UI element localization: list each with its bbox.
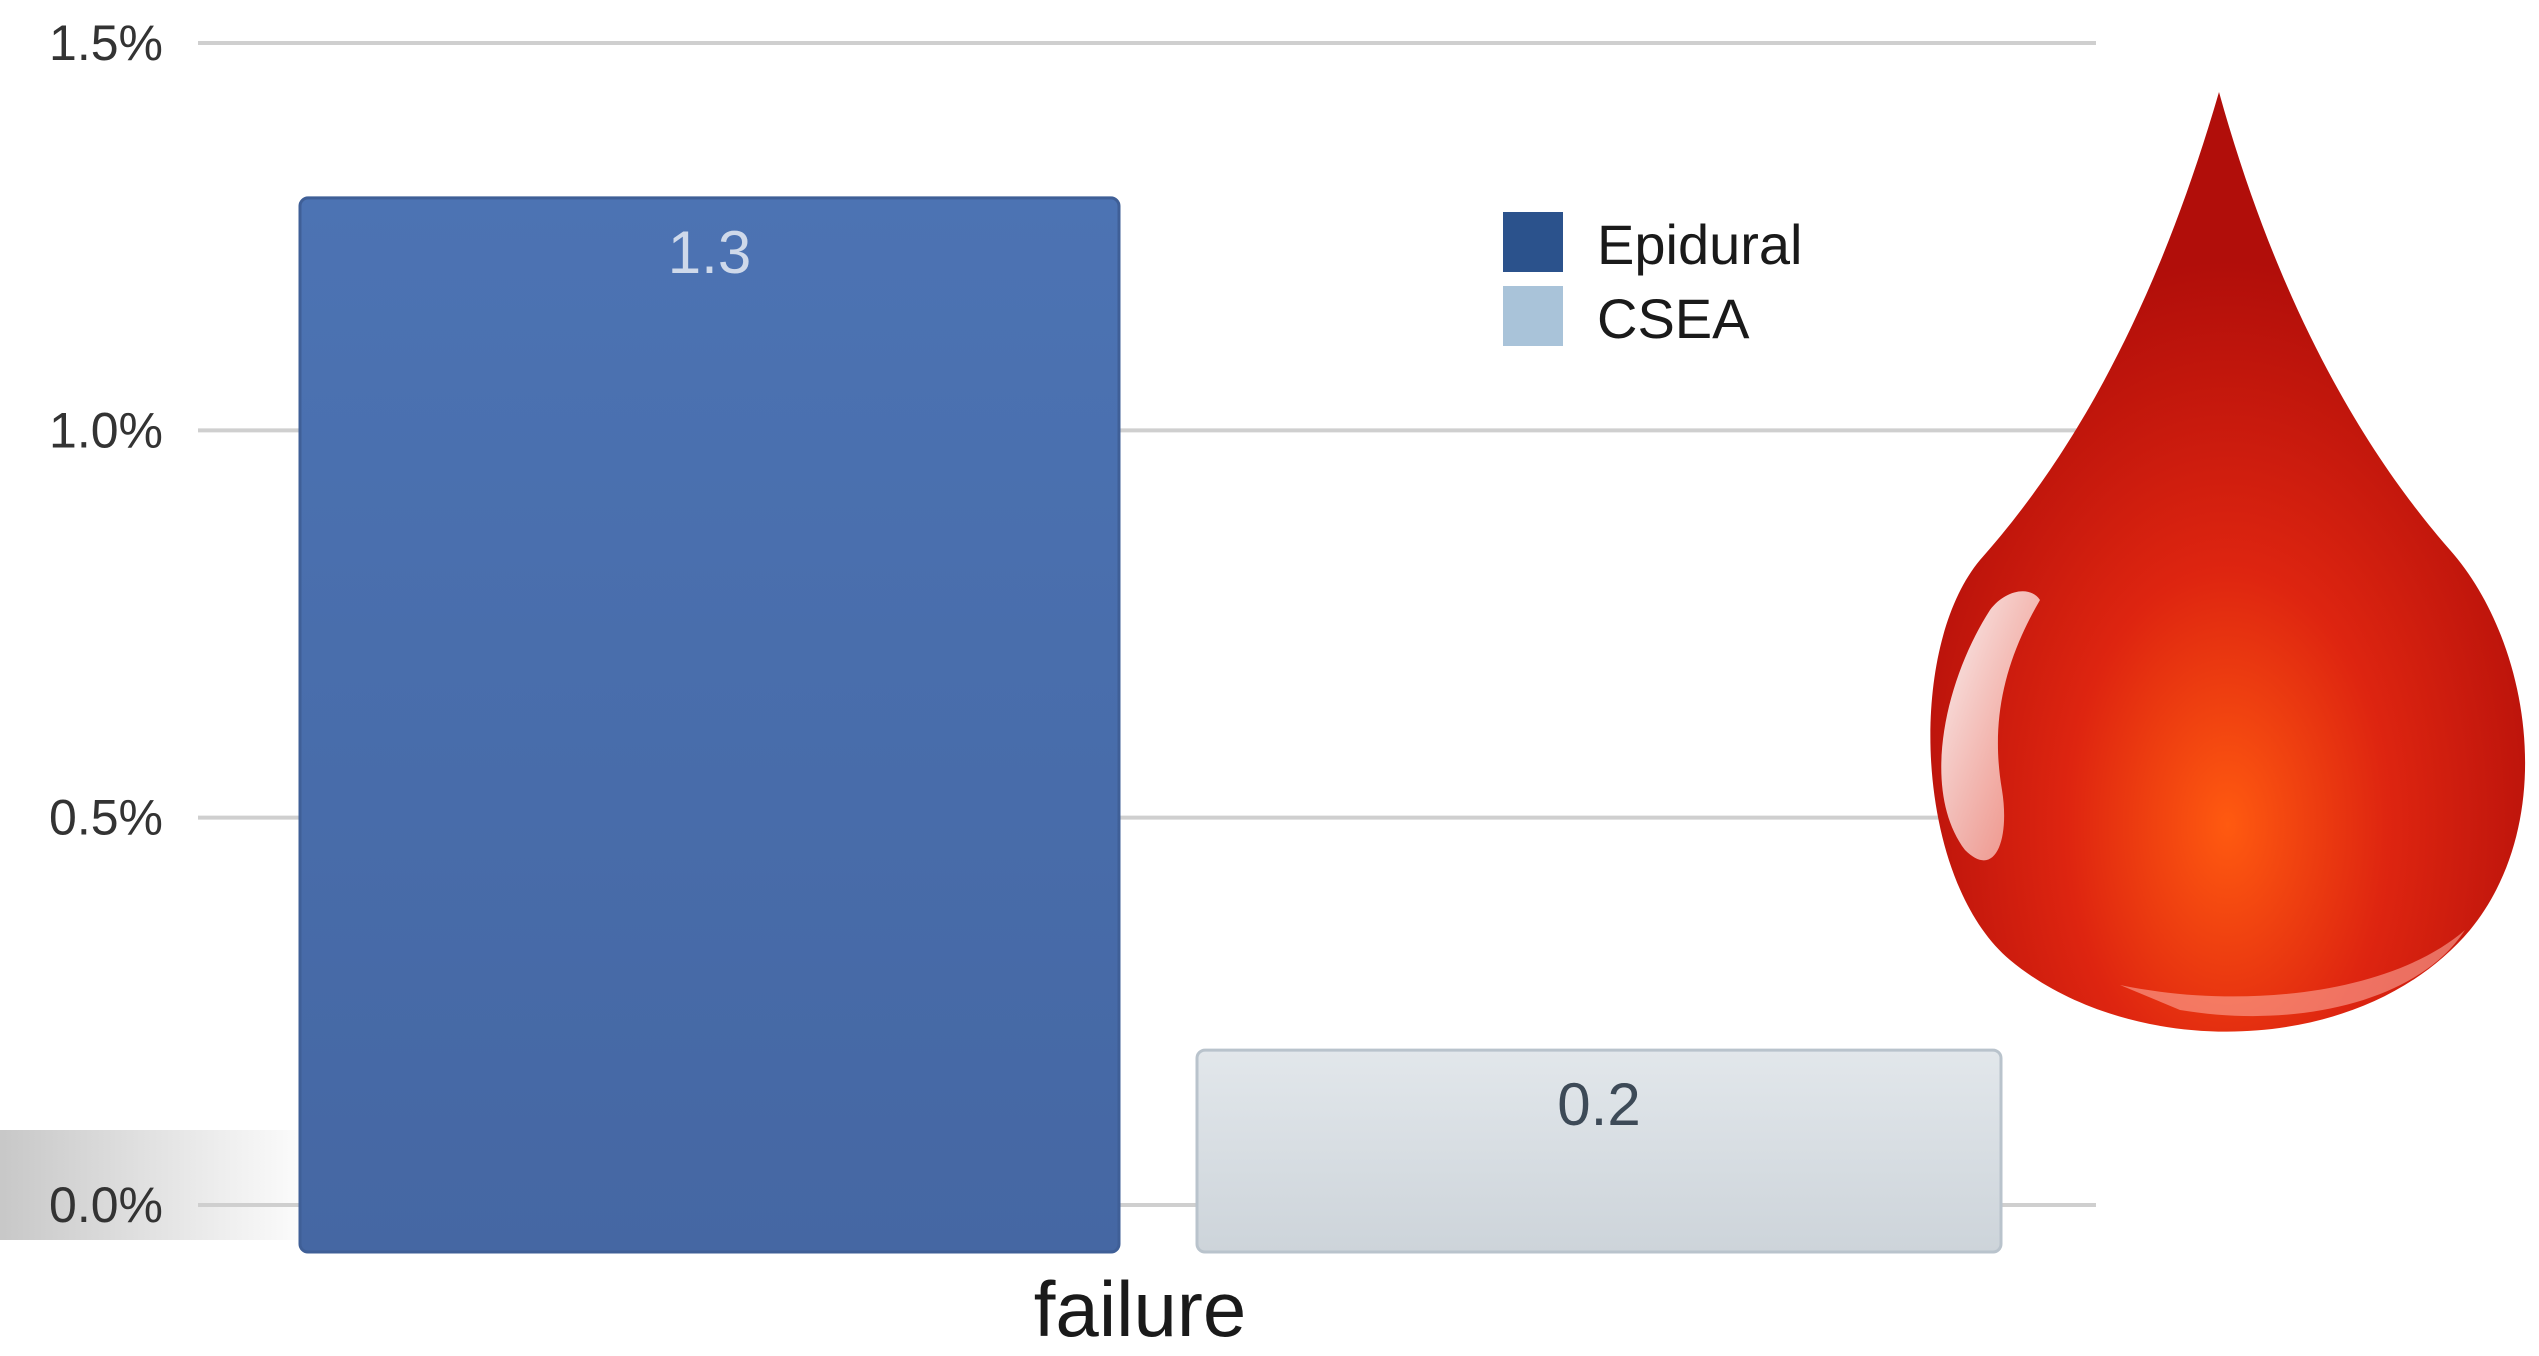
bar-data-labels: 1.3 0.2	[668, 219, 1641, 1138]
blood-drop-icon	[1930, 92, 2526, 1032]
baseline-shadow	[0, 1130, 320, 1240]
y-tick-label: 1.5%	[49, 15, 163, 71]
data-label-csea: 0.2	[1557, 1071, 1640, 1138]
data-label-epidural: 1.3	[668, 219, 751, 286]
legend-swatch-csea	[1503, 286, 1563, 346]
x-category-label: failure	[1034, 1265, 1246, 1353]
y-tick-label: 0.0%	[49, 1177, 163, 1233]
bars	[298, 196, 2003, 1254]
bar-csea	[1197, 1050, 2001, 1252]
legend: Epidural CSEA	[1503, 212, 1802, 350]
y-axis-ticks: 0.0% 0.5% 1.0% 1.5%	[49, 15, 163, 1233]
legend-swatch-epidural	[1503, 212, 1563, 272]
y-tick-label: 0.5%	[49, 790, 163, 846]
bar-epidural	[300, 197, 1119, 1252]
bar-epidural-edge	[298, 196, 1121, 1254]
bar-csea-edge	[1195, 1048, 2003, 1254]
legend-label-csea: CSEA	[1597, 287, 1750, 350]
y-tick-label: 1.0%	[49, 402, 163, 458]
legend-label-epidural: Epidural	[1597, 213, 1802, 276]
